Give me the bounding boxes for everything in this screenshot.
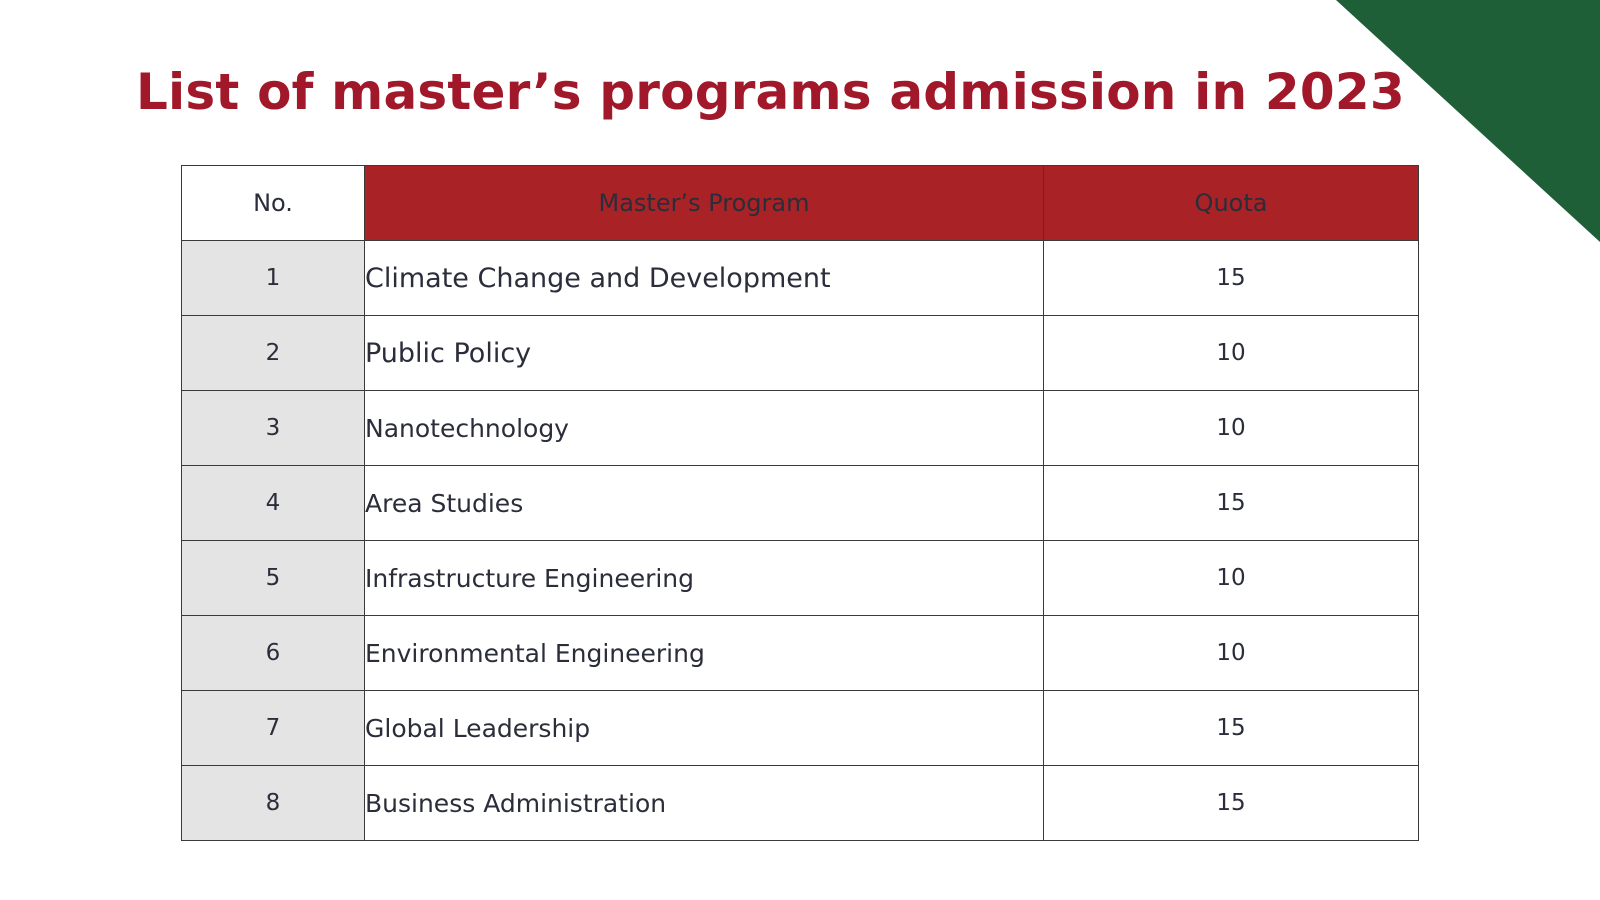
table-row: 3 Nanotechnology 10 [181, 390, 1419, 466]
quota-value: 15 [1043, 465, 1419, 541]
program-name: Public Policy [364, 315, 1044, 391]
row-number: 1 [181, 240, 365, 316]
table-row: 2 Public Policy 10 [181, 315, 1419, 391]
header-no: No. [181, 165, 365, 241]
table-row: 8 Business Administration 15 [181, 765, 1419, 841]
table-header-row: No. Master’s Program Quota [181, 165, 1419, 241]
row-number: 8 [181, 765, 365, 841]
quota-value: 15 [1043, 765, 1419, 841]
quota-value: 15 [1043, 690, 1419, 766]
table-row: 1 Climate Change and Development 15 [181, 240, 1419, 316]
quota-value: 10 [1043, 540, 1419, 616]
program-name: Climate Change and Development [364, 240, 1044, 316]
row-number: 2 [181, 315, 365, 391]
program-name: Infrastructure Engineering [364, 540, 1044, 616]
table-row: 6 Environmental Engineering 10 [181, 615, 1419, 691]
row-number: 4 [181, 465, 365, 541]
row-number: 6 [181, 615, 365, 691]
page-title: List of master’s programs admission in 2… [136, 63, 1405, 121]
row-number: 5 [181, 540, 365, 616]
program-name: Nanotechnology [364, 390, 1044, 466]
header-quota: Quota [1043, 165, 1419, 241]
quota-value: 10 [1043, 615, 1419, 691]
quota-value: 10 [1043, 315, 1419, 391]
header-program: Master’s Program [364, 165, 1044, 241]
table-row: 5 Infrastructure Engineering 10 [181, 540, 1419, 616]
program-name: Business Administration [364, 765, 1044, 841]
program-name: Environmental Engineering [364, 615, 1044, 691]
quota-value: 15 [1043, 240, 1419, 316]
row-number: 3 [181, 390, 365, 466]
program-name: Area Studies [364, 465, 1044, 541]
row-number: 7 [181, 690, 365, 766]
green-triangle-icon [1336, 0, 1600, 242]
quota-value: 10 [1043, 390, 1419, 466]
table-row: 4 Area Studies 15 [181, 465, 1419, 541]
program-name: Global Leadership [364, 690, 1044, 766]
table-row: 7 Global Leadership 15 [181, 690, 1419, 766]
programs-table: No. Master’s Program Quota 1 Climate Cha… [181, 165, 1419, 841]
